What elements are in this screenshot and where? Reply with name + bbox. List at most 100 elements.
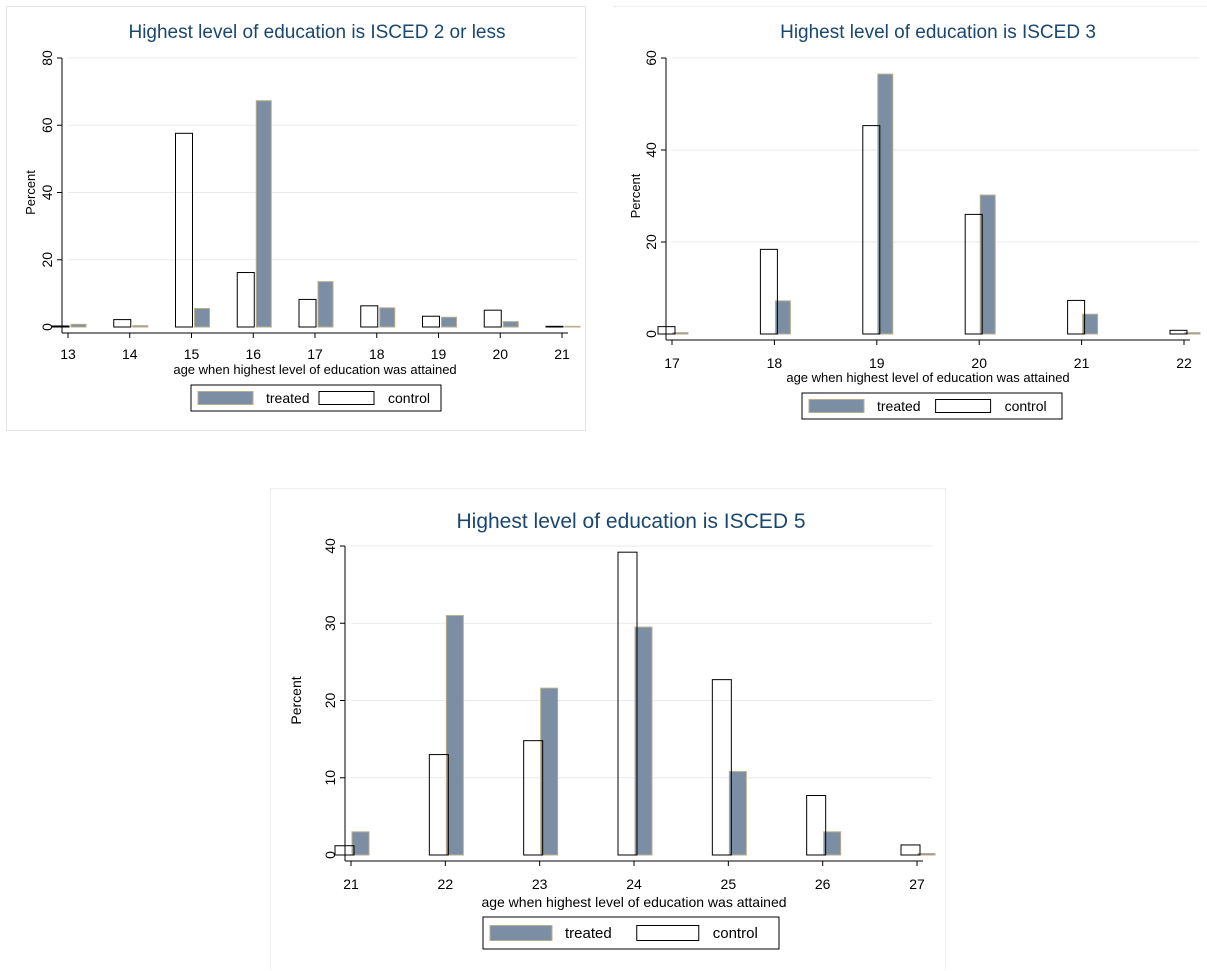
y-tick-label: 40 [322, 538, 338, 554]
y-tick-label: 20 [39, 252, 55, 268]
bar-treated [540, 687, 559, 856]
bar-control [334, 845, 355, 856]
bar-control [483, 309, 502, 328]
x-tick-label: 25 [721, 876, 737, 892]
bar-control [360, 305, 379, 328]
y-tick-label: 60 [39, 117, 55, 133]
x-tick-label: 19 [869, 355, 885, 371]
bar-treated [564, 325, 581, 328]
y-tick-label: 20 [322, 693, 338, 709]
legend-swatch-control [318, 391, 375, 405]
x-tick-label: 26 [815, 876, 831, 892]
bar-treated [441, 316, 457, 328]
x-tick-label: 21 [343, 876, 359, 892]
bar-treated [728, 771, 747, 856]
x-axis-label: age when highest level of education was … [786, 370, 1069, 385]
chart-panel-isced3: Highest level of education is ISCED 3 0 20… [613, 6, 1207, 431]
bar-treated [317, 281, 334, 328]
y-tick-label: 10 [322, 770, 338, 786]
x-tick-label: 17 [664, 355, 680, 371]
bar-control [900, 844, 921, 856]
legend-label-treated: treated [266, 390, 310, 406]
legend-swatch-treated [197, 391, 254, 405]
bar-control [236, 272, 255, 328]
chart-panel-isced5: Highest level of education is ISCED 5 0 10… [270, 488, 946, 970]
x-axis-label: age when highest level of education was … [173, 362, 456, 377]
y-axis-label: Percent [628, 173, 643, 218]
x-axis-label: age when highest level of education was … [481, 894, 786, 910]
chart-title: Highest level of education is ISCED 2 or… [128, 22, 505, 43]
bar-control [1169, 329, 1188, 335]
bar-treated [823, 831, 842, 856]
bar-treated [132, 325, 149, 328]
legend-label-control: control [1005, 398, 1047, 414]
bar-control [175, 132, 193, 328]
bar-treated [1082, 313, 1099, 335]
bar-control [964, 213, 983, 335]
y-tick-label: 0 [322, 851, 338, 859]
bar-control [298, 298, 317, 328]
x-tick-label: 17 [307, 346, 323, 362]
bar-control [657, 326, 676, 335]
bar-treated [917, 852, 936, 856]
y-tick-label: 0 [643, 330, 659, 338]
x-tick-label: 20 [971, 355, 987, 371]
bar-treated [70, 323, 87, 328]
chart-svg: Highest level of education is ISCED 3 0 20… [628, 22, 1201, 420]
chart-title: Highest level of education is ISCED 3 [780, 22, 1096, 43]
bar-treated [774, 300, 791, 335]
bar-control [51, 325, 70, 328]
y-tick-label: 0 [39, 323, 55, 331]
legend-label-control: control [713, 925, 758, 942]
y-axis-label: Percent [23, 170, 38, 215]
chart-svg: Highest level of education is ISCED 2 or… [23, 22, 581, 412]
x-tick-label: 14 [122, 346, 138, 362]
x-tick-label: 13 [60, 346, 76, 362]
legend-swatch-control [935, 399, 992, 413]
y-axis-label: Percent [288, 676, 304, 724]
chart-panel-isced2: Highest level of education is ISCED 2 or… [6, 6, 586, 431]
bar-control [422, 315, 440, 328]
legend-label-treated: treated [565, 925, 612, 942]
bar-control [523, 740, 544, 856]
chart-svg: Highest level of education is ISCED 5 0 10… [288, 510, 936, 950]
x-tick-label: 19 [431, 346, 447, 362]
x-tick-label: 21 [554, 346, 570, 362]
bar-treated [1184, 332, 1201, 335]
legend-swatch-control [636, 925, 700, 941]
bar-control [1067, 299, 1086, 335]
bar-treated [979, 194, 996, 335]
x-tick-label: 20 [492, 346, 508, 362]
x-tick-label: 15 [184, 346, 200, 362]
x-tick-label: 22 [1176, 355, 1192, 371]
y-tick-label: 60 [643, 50, 659, 66]
bar-treated [351, 831, 370, 856]
y-tick-label: 40 [39, 185, 55, 201]
x-tick-label: 22 [438, 876, 454, 892]
legend-swatch-treated [808, 399, 865, 413]
bar-control [113, 319, 132, 328]
bar-treated [634, 626, 653, 856]
bar-control [711, 679, 732, 856]
bar-treated [255, 100, 272, 328]
bar-control [428, 754, 449, 856]
x-tick-label: 18 [767, 355, 783, 371]
x-tick-label: 23 [532, 876, 548, 892]
y-tick-label: 80 [39, 50, 55, 66]
x-tick-label: 27 [909, 876, 925, 892]
y-tick-label: 40 [643, 142, 659, 158]
x-tick-label: 24 [626, 876, 642, 892]
legend-label-control: control [388, 390, 430, 406]
x-tick-label: 16 [245, 346, 261, 362]
y-tick-label: 30 [322, 615, 338, 631]
bar-control [759, 248, 778, 335]
bar-treated [194, 308, 210, 328]
legend-box [190, 384, 442, 412]
bar-treated [445, 615, 464, 856]
bar-treated [877, 73, 894, 335]
bar-control [862, 125, 881, 335]
chart-title: Highest level of education is ISCED 5 [456, 510, 805, 533]
bar-treated [379, 307, 396, 328]
y-tick-label: 20 [643, 234, 659, 250]
x-tick-label: 21 [1074, 355, 1090, 371]
